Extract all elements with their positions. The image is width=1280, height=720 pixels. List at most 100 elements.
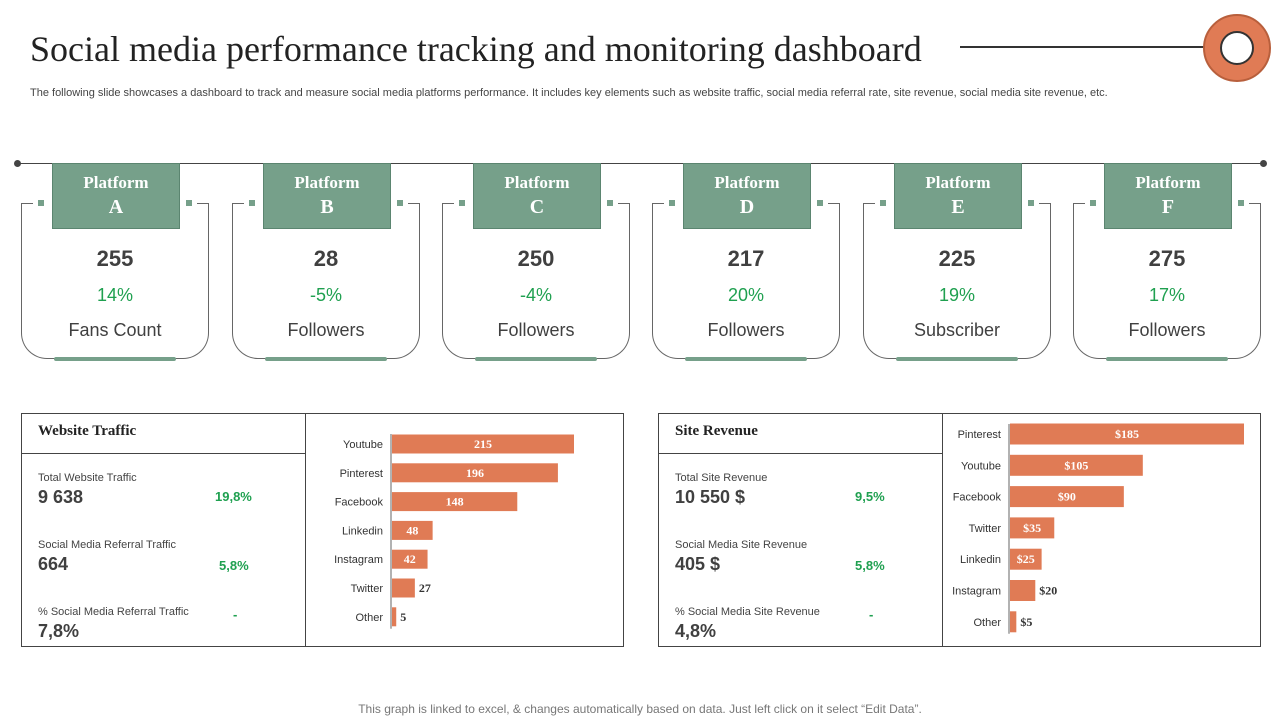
metric-value: 4,8%: [675, 621, 717, 641]
metric-value: 10 550 $: [675, 487, 746, 507]
category-label: Twitter: [351, 583, 384, 595]
metric-change: 9,5%: [855, 489, 885, 504]
data-label: $35: [1023, 521, 1041, 535]
platform-change: 14%: [96, 285, 134, 305]
platform-change: -5%: [309, 285, 342, 305]
platform-change: -4%: [519, 285, 552, 305]
platform-metric-label: Subscriber: [913, 320, 1001, 340]
category-label: Instagram: [334, 554, 383, 566]
timeline-end-dot: [1260, 160, 1267, 167]
metric-label: Total Website Traffic: [38, 472, 137, 484]
metric-value: 664: [38, 554, 69, 574]
platform-change: 20%: [727, 285, 765, 305]
decorative-inner-circle-icon: [1220, 31, 1254, 65]
platform-metric-label: Followers: [497, 320, 575, 340]
panel-title: Site Revenue: [675, 423, 758, 439]
bar: [392, 520, 433, 540]
platform-card-c: Platform C 250 -4% Followers: [442, 163, 630, 361]
platform-header: Platform B: [263, 163, 391, 229]
platform-header: Platform D: [683, 163, 811, 229]
bar: [1010, 423, 1244, 445]
platform-card-b: Platform B 28 -5% Followers: [232, 163, 420, 361]
page-title: Social media performance tracking and mo…: [30, 29, 922, 69]
category-label: Instagram: [952, 586, 1001, 598]
platform-card-d: Platform D 217 20% Followers: [652, 163, 840, 361]
platform-header: Platform E: [894, 163, 1022, 229]
site-revenue-panel: Site Revenue Total Site Revenue 10 550 $…: [658, 413, 1261, 647]
timeline-start-dot: [14, 160, 21, 167]
platform-metric-label: Followers: [707, 320, 785, 340]
metric-label: Social Media Site Revenue: [675, 539, 808, 551]
category-label: Linkedin: [342, 525, 383, 537]
metric-change: -: [233, 607, 238, 622]
platform-card-f: Platform F 275 17% Followers: [1073, 163, 1261, 361]
platform-value: 225: [938, 246, 976, 271]
data-label: $185: [1115, 427, 1139, 441]
data-label: $25: [1017, 552, 1035, 566]
metric-label: % Social Media Referral Traffic: [38, 606, 189, 618]
data-label: 48: [406, 523, 418, 537]
bar: [392, 549, 428, 569]
platform-metric-label: Followers: [1128, 320, 1206, 340]
bar: [1010, 580, 1036, 601]
bar: [1010, 454, 1143, 476]
metric-value: 405 $: [675, 554, 721, 574]
footer-note: This graph is linked to excel, & changes…: [358, 702, 922, 716]
data-label: 27: [419, 581, 431, 595]
bar: [1010, 611, 1017, 633]
data-label: $105: [1064, 458, 1088, 472]
metric-label: Total Site Revenue: [675, 472, 768, 484]
metric-label: % Social Media Site Revenue: [675, 606, 820, 618]
bar: [1010, 548, 1042, 570]
platform-metric-label: Fans Count: [68, 320, 162, 340]
bar: [392, 463, 558, 483]
category-label: Other: [355, 612, 383, 624]
platform-value: 217: [727, 246, 765, 271]
data-label: 5: [400, 610, 406, 624]
bar: [392, 607, 397, 627]
platform-change: 17%: [1148, 285, 1186, 305]
data-label: 196: [466, 466, 484, 480]
traffic-bar-chart: Youtube 215 Pinterest 196 Facebook 148 Linkedi…: [334, 434, 574, 629]
decorative-circle-icon: [1203, 14, 1271, 82]
platform-header: Platform C: [473, 163, 601, 229]
data-label: $90: [1058, 490, 1076, 504]
category-label: Youtube: [343, 439, 383, 451]
timeline-line: [17, 163, 1264, 164]
platform-header: Platform F: [1104, 163, 1232, 229]
data-label: 148: [446, 495, 464, 509]
data-label: 42: [404, 552, 416, 566]
category-label: Facebook: [953, 492, 1002, 504]
revenue-bar-chart: Pinterest $185 Youtube $105 Facebook $90 Twitt…: [952, 423, 1244, 634]
category-label: Pinterest: [958, 429, 1001, 441]
data-label: $5: [1020, 615, 1032, 629]
bar: [392, 492, 518, 512]
category-label: Linkedin: [960, 554, 1001, 566]
page-subtitle: The following slide showcases a dashboar…: [30, 87, 1108, 99]
bar: [392, 578, 415, 598]
metric-value: 9 638: [38, 487, 84, 507]
platform-value: 255: [96, 246, 134, 271]
metric-change: 5,8%: [855, 558, 885, 573]
platform-value: 275: [1148, 246, 1186, 271]
metric-change: -: [869, 607, 874, 622]
metric-label: Social Media Referral Traffic: [38, 539, 176, 551]
bar: [1010, 486, 1124, 508]
category-label: Youtube: [961, 460, 1001, 472]
platform-header: Platform A: [52, 163, 180, 229]
category-label: Other: [973, 617, 1001, 629]
metric-value: 7,8%: [38, 621, 80, 641]
platform-metric-label: Followers: [287, 320, 365, 340]
platform-change: 19%: [938, 285, 976, 305]
panel-title: Website Traffic: [38, 423, 137, 439]
platform-value: 250: [517, 246, 555, 271]
data-label: 215: [474, 437, 492, 451]
metric-change: 5,8%: [219, 558, 249, 573]
platform-card-a: Platform A 255 14% Fans Count: [21, 163, 209, 361]
bar: [392, 434, 574, 454]
bar: [1010, 517, 1055, 539]
metric-change: 19,8%: [215, 489, 252, 504]
category-label: Twitter: [969, 523, 1002, 535]
website-traffic-panel: Website Traffic Total Website Traffic 9 …: [21, 413, 624, 647]
data-label: $20: [1039, 584, 1057, 598]
